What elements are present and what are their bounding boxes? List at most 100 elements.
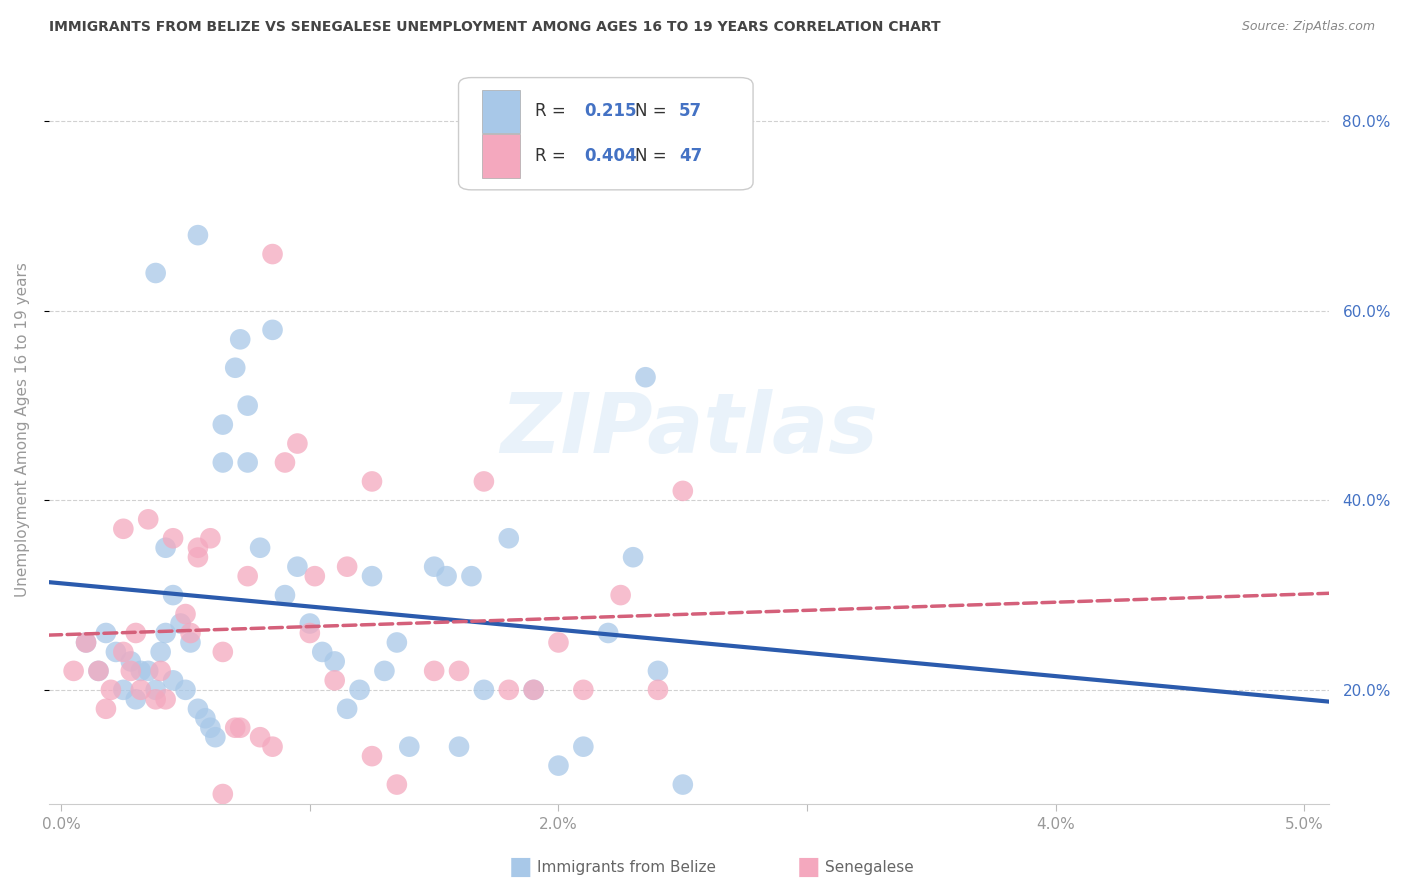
Point <box>236 399 259 413</box>
Point <box>149 645 172 659</box>
Point <box>155 692 177 706</box>
Point <box>187 541 209 555</box>
Point <box>472 682 495 697</box>
Text: ZIPatlas: ZIPatlas <box>501 389 877 470</box>
Point <box>87 664 110 678</box>
Point <box>423 559 446 574</box>
Point <box>229 721 252 735</box>
Point <box>145 682 167 697</box>
FancyBboxPatch shape <box>482 89 520 133</box>
Text: ■: ■ <box>797 855 820 879</box>
Point <box>609 588 631 602</box>
Y-axis label: Unemployment Among Ages 16 to 19 years: Unemployment Among Ages 16 to 19 years <box>15 262 30 597</box>
FancyBboxPatch shape <box>482 135 520 178</box>
Point <box>423 664 446 678</box>
Point <box>361 569 384 583</box>
Point <box>498 682 520 697</box>
Point <box>145 692 167 706</box>
Point <box>262 739 284 754</box>
Point <box>274 588 297 602</box>
Point <box>336 702 359 716</box>
Point <box>211 417 233 432</box>
Point <box>129 682 152 697</box>
FancyBboxPatch shape <box>458 78 754 190</box>
Point <box>187 228 209 243</box>
Point <box>249 730 271 744</box>
Point <box>75 635 97 649</box>
Point <box>155 541 177 555</box>
Point <box>87 664 110 678</box>
Text: 0.215: 0.215 <box>583 103 637 120</box>
Point <box>472 475 495 489</box>
Point <box>149 664 172 678</box>
Point <box>385 778 408 792</box>
Point <box>100 682 122 697</box>
Text: ■: ■ <box>509 855 531 879</box>
Point <box>523 682 546 697</box>
Point <box>211 787 233 801</box>
Point <box>211 645 233 659</box>
Point <box>287 559 309 574</box>
Point <box>120 654 142 668</box>
Point <box>672 483 695 498</box>
Point <box>385 635 408 649</box>
Point <box>621 550 644 565</box>
Point <box>572 682 595 697</box>
Point <box>249 541 271 555</box>
Text: R =: R = <box>536 103 571 120</box>
Point <box>120 664 142 678</box>
Point <box>211 455 233 469</box>
Point <box>460 569 482 583</box>
Point <box>94 626 117 640</box>
Point <box>62 664 84 678</box>
Point <box>298 616 321 631</box>
Point <box>236 455 259 469</box>
Point <box>672 778 695 792</box>
Point <box>112 522 135 536</box>
Text: Senegalese: Senegalese <box>825 860 914 874</box>
Point <box>224 360 246 375</box>
Point <box>361 475 384 489</box>
Point <box>200 721 222 735</box>
Point <box>336 559 359 574</box>
Point <box>547 635 569 649</box>
Point <box>125 692 148 706</box>
Text: Immigrants from Belize: Immigrants from Belize <box>537 860 716 874</box>
Point <box>498 531 520 545</box>
Text: 47: 47 <box>679 147 702 165</box>
Point <box>436 569 458 583</box>
Point <box>262 323 284 337</box>
Text: N =: N = <box>636 147 672 165</box>
Point <box>361 749 384 764</box>
Point <box>162 673 184 688</box>
Point <box>647 682 669 697</box>
Point <box>174 607 197 621</box>
Point <box>373 664 395 678</box>
Point <box>274 455 297 469</box>
Point <box>298 626 321 640</box>
Point <box>236 569 259 583</box>
Text: N =: N = <box>636 103 672 120</box>
Point <box>187 550 209 565</box>
Text: 57: 57 <box>679 103 702 120</box>
Text: Source: ZipAtlas.com: Source: ZipAtlas.com <box>1241 20 1375 33</box>
Point <box>598 626 620 640</box>
Text: R =: R = <box>536 147 571 165</box>
Text: 0.404: 0.404 <box>583 147 637 165</box>
Point <box>104 645 127 659</box>
Point <box>155 626 177 640</box>
Point <box>204 730 226 744</box>
Point <box>572 739 595 754</box>
Point <box>304 569 326 583</box>
Point <box>112 682 135 697</box>
Point <box>311 645 333 659</box>
Point <box>447 739 470 754</box>
Point <box>179 635 201 649</box>
Point <box>398 739 420 754</box>
Point <box>229 332 252 346</box>
Point <box>129 664 152 678</box>
Point <box>136 664 159 678</box>
Point <box>75 635 97 649</box>
Point <box>323 673 346 688</box>
Point <box>136 512 159 526</box>
